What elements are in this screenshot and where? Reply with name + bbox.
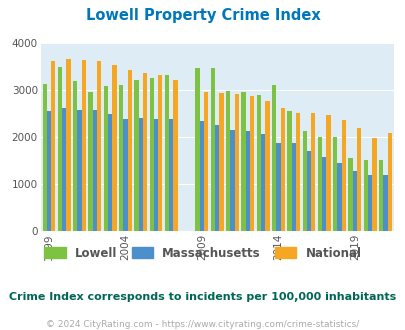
Bar [356,128,360,231]
Bar [173,80,177,231]
Bar [245,131,249,231]
Bar [77,110,81,231]
Text: © 2024 CityRating.com - https://www.cityrating.com/crime-statistics/: © 2024 CityRating.com - https://www.city… [46,320,359,329]
Bar [249,96,254,231]
Bar [264,101,269,231]
Bar [280,108,284,231]
Bar [195,68,199,231]
Bar [352,171,356,231]
Bar [51,61,55,231]
Bar [286,111,291,231]
Bar [127,70,132,231]
Bar [241,92,245,231]
Bar [371,138,375,231]
Bar [164,75,169,231]
Bar [92,110,97,231]
Bar [169,118,173,231]
Bar [341,120,345,231]
Bar [149,78,153,231]
Bar [215,125,219,231]
Bar [347,158,352,231]
Bar [271,85,275,231]
Bar [226,91,230,231]
Bar [112,65,116,231]
Bar [81,60,86,231]
Bar [230,130,234,231]
Text: Lowell Property Crime Index: Lowell Property Crime Index [85,8,320,23]
Bar [260,134,264,231]
Bar [306,151,310,231]
Bar [317,137,321,231]
Bar [337,163,341,231]
Bar [123,118,127,231]
Bar [310,114,315,231]
Bar [382,175,387,231]
Bar [58,67,62,231]
Bar [326,115,330,231]
Bar [363,160,367,231]
Bar [291,143,295,231]
Bar [143,74,147,231]
Bar [153,118,158,231]
Bar [210,68,215,231]
Bar [73,81,77,231]
Bar [104,86,108,231]
Bar [295,113,299,231]
Bar [367,175,371,231]
Bar [234,94,238,231]
Bar [321,157,326,231]
Bar [119,85,123,231]
Bar [332,137,337,231]
Bar [387,133,391,231]
Bar [134,80,138,231]
Bar [158,75,162,231]
Bar [97,61,101,231]
Legend: Lowell, Massachusetts, National: Lowell, Massachusetts, National [40,243,364,263]
Bar [199,121,204,231]
Bar [66,59,70,231]
Text: Crime Index corresponds to incidents per 100,000 inhabitants: Crime Index corresponds to incidents per… [9,292,396,302]
Bar [219,93,223,231]
Bar [88,92,92,231]
Bar [47,111,51,231]
Bar [204,92,208,231]
Bar [138,118,143,231]
Bar [378,160,382,231]
Bar [302,131,306,231]
Bar [275,143,280,231]
Bar [62,108,66,231]
Bar [108,115,112,231]
Bar [43,84,47,231]
Bar [256,95,260,231]
